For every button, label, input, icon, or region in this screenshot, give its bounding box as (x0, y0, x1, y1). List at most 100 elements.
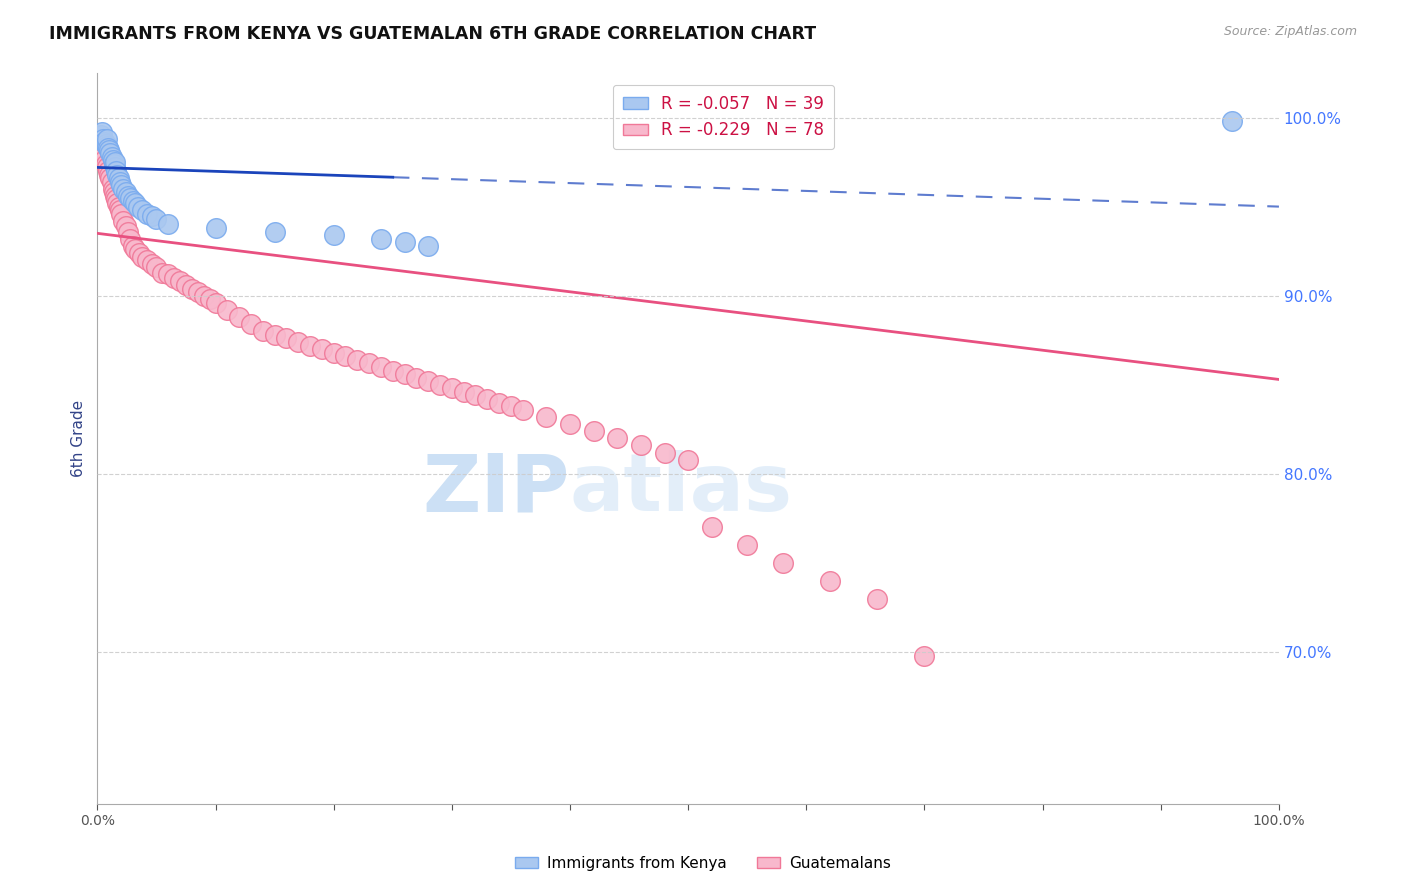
Point (512, 402, 534, 417)
Point (100, 150, 122, 164)
Point (90, 139, 112, 153)
Point (141, 209, 163, 223)
Point (117, 189, 139, 203)
Point (110, 178, 132, 193)
Point (104, 161, 127, 175)
Point (187, 285, 209, 300)
Point (299, 338, 322, 352)
Point (91, 146, 114, 161)
Point (381, 363, 404, 377)
Point (117, 225, 139, 239)
Point (287, 334, 309, 349)
Point (346, 352, 368, 367)
Point (112, 182, 135, 196)
Point (110, 207, 132, 221)
Legend: Immigrants from Kenya, Guatemalans: Immigrants from Kenya, Guatemalans (509, 850, 897, 877)
Point (204, 295, 226, 310)
Point (114, 186, 136, 200)
Point (359, 356, 381, 370)
Point (112, 214, 135, 228)
Point (228, 310, 250, 324)
Y-axis label: 6th Grade: 6th Grade (72, 400, 86, 477)
Point (121, 194, 143, 209)
Point (104, 189, 127, 203)
Point (94, 137, 117, 152)
Point (370, 359, 392, 374)
Point (98, 143, 121, 157)
Legend: R = -0.057   N = 39, R = -0.229   N = 78: R = -0.057 N = 39, R = -0.229 N = 78 (613, 85, 834, 149)
Point (440, 381, 463, 395)
Point (98, 171, 121, 186)
Point (105, 164, 128, 178)
Point (239, 317, 262, 331)
Point (150, 266, 173, 280)
Point (101, 182, 124, 196)
Point (322, 228, 344, 243)
Point (97, 141, 120, 155)
Point (418, 374, 440, 388)
Point (582, 424, 605, 438)
Point (103, 157, 125, 171)
Point (499, 399, 522, 413)
Point (772, 556, 794, 570)
Point (1220, 114, 1243, 128)
Point (124, 196, 146, 211)
Point (217, 302, 239, 317)
Point (180, 282, 202, 296)
Point (145, 260, 167, 275)
Point (114, 219, 136, 234)
Point (204, 221, 226, 235)
Point (818, 574, 841, 588)
Point (370, 232, 392, 246)
Point (606, 431, 628, 445)
Point (128, 246, 150, 260)
Point (120, 191, 142, 205)
Point (193, 289, 215, 303)
Point (93, 136, 115, 150)
Point (107, 168, 129, 182)
Point (700, 520, 723, 534)
Point (94, 157, 117, 171)
Point (100, 175, 122, 189)
Point (198, 293, 221, 307)
Point (405, 370, 427, 384)
Point (96, 139, 118, 153)
Point (120, 232, 142, 246)
Point (735, 538, 758, 552)
Text: atlas: atlas (569, 450, 793, 528)
Point (630, 438, 652, 452)
Point (121, 239, 143, 253)
Point (145, 212, 167, 227)
Point (105, 193, 128, 207)
Point (131, 203, 153, 218)
Point (394, 367, 416, 381)
Point (157, 218, 180, 232)
Point (335, 349, 357, 363)
Point (107, 200, 129, 214)
Point (104, 155, 127, 169)
Point (429, 377, 451, 392)
Point (136, 207, 159, 221)
Point (169, 275, 191, 289)
Point (108, 175, 131, 189)
Text: IMMIGRANTS FROM KENYA VS GUATEMALAN 6TH GRADE CORRELATION CHART: IMMIGRANTS FROM KENYA VS GUATEMALAN 6TH … (49, 25, 817, 43)
Point (127, 200, 149, 214)
Point (124, 243, 146, 257)
Point (866, 591, 889, 606)
Point (101, 153, 124, 168)
Point (276, 331, 298, 345)
Point (174, 278, 197, 293)
Point (91, 125, 114, 139)
Point (418, 239, 440, 253)
Point (108, 203, 131, 218)
Point (654, 445, 676, 459)
Point (91, 132, 114, 146)
Point (536, 409, 558, 424)
Point (263, 327, 285, 342)
Point (103, 186, 125, 200)
Point (322, 345, 344, 359)
Text: ZIP: ZIP (423, 450, 569, 528)
Point (311, 342, 333, 356)
Point (136, 253, 159, 268)
Point (131, 250, 153, 264)
